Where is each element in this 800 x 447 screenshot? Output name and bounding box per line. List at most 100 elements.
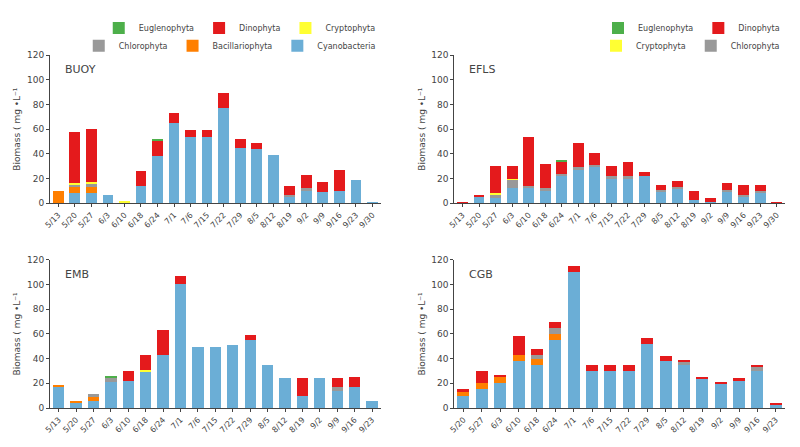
svg-text:5/13: 5/13 [43,211,62,230]
svg-text:9/2: 9/2 [699,211,714,226]
svg-text:5/27: 5/27 [481,211,500,230]
svg-text:EMB: EMB [65,268,89,281]
svg-text:8/19: 8/19 [275,211,294,230]
svg-text:8/12: 8/12 [258,211,277,230]
svg-text:Euglenophyta: Euglenophyta [638,24,693,33]
svg-text:EFLS: EFLS [469,63,495,76]
svg-text:6/24: 6/24 [540,415,559,434]
svg-text:120: 120 [27,255,44,265]
svg-text:6/10: 6/10 [110,211,129,230]
svg-text:100: 100 [27,280,44,290]
svg-text:5/20: 5/20 [464,211,483,230]
svg-text:7/22: 7/22 [613,211,632,230]
svg-text:7/15: 7/15 [597,211,616,230]
svg-text:9/23: 9/23 [745,211,764,230]
svg-text:5/13: 5/13 [448,211,467,230]
svg-text:Biomass ( mg •L⁻¹: Biomass ( mg •L⁻¹ [417,87,427,170]
svg-text:60: 60 [33,124,45,134]
svg-text:40: 40 [437,149,449,159]
svg-text:6/10: 6/10 [514,211,533,230]
svg-text:120: 120 [431,50,448,60]
svg-text:5/20: 5/20 [60,211,79,230]
svg-text:9/2: 9/2 [295,211,310,226]
svg-text:6/24: 6/24 [143,211,162,230]
svg-text:Dinophyta: Dinophyta [738,24,779,33]
svg-text:7/22: 7/22 [614,415,633,434]
svg-text:6/18: 6/18 [131,415,150,434]
svg-text:8/5: 8/5 [245,211,260,226]
svg-text:6/3: 6/3 [100,415,115,430]
svg-text:Cryptophyta: Cryptophyta [325,24,375,33]
svg-text:8/5: 8/5 [650,211,665,226]
svg-text:9/30: 9/30 [358,211,377,230]
svg-text:0: 0 [38,198,44,208]
svg-text:7/15: 7/15 [201,415,220,434]
svg-text:6/3: 6/3 [97,211,112,226]
svg-text:Biomass ( mg •L⁻¹: Biomass ( mg •L⁻¹ [12,87,22,170]
svg-text:5/27: 5/27 [77,211,96,230]
svg-text:8/5: 8/5 [654,415,669,430]
svg-text:20: 20 [437,378,449,388]
svg-text:20: 20 [33,378,45,388]
svg-text:BUOY: BUOY [65,63,96,76]
svg-text:0: 0 [443,198,449,208]
svg-text:7/15: 7/15 [596,415,615,434]
svg-text:7/1: 7/1 [567,211,582,226]
svg-text:8/12: 8/12 [669,415,688,434]
svg-text:80: 80 [437,304,449,314]
svg-text:80: 80 [33,304,45,314]
svg-text:9/9: 9/9 [728,415,743,430]
svg-text:6/3: 6/3 [489,415,504,430]
svg-text:Biomass ( mg •L⁻¹: Biomass ( mg •L⁻¹ [12,292,22,375]
svg-text:9/2: 9/2 [309,415,324,430]
svg-text:120: 120 [431,255,448,265]
svg-text:100: 100 [431,280,448,290]
svg-text:9/23: 9/23 [357,415,376,434]
svg-text:Cyanobacteria: Cyanobacteria [317,42,375,51]
svg-text:7/1: 7/1 [169,415,184,430]
svg-text:40: 40 [437,354,449,364]
svg-text:5/20: 5/20 [449,415,468,434]
svg-text:6/18: 6/18 [126,211,145,230]
svg-text:7/22: 7/22 [218,415,237,434]
svg-text:60: 60 [437,329,449,339]
svg-text:7/29: 7/29 [235,415,254,434]
svg-text:7/29: 7/29 [630,211,649,230]
svg-text:80: 80 [437,100,449,110]
svg-text:120: 120 [27,50,44,60]
svg-text:9/30: 9/30 [762,211,781,230]
svg-text:7/22: 7/22 [209,211,228,230]
svg-text:6/24: 6/24 [547,211,566,230]
svg-text:Cryptophyta: Cryptophyta [636,42,686,51]
svg-text:5/27: 5/27 [79,415,98,434]
svg-text:7/6: 7/6 [187,415,202,430]
svg-text:Chlorophyta: Chlorophyta [731,42,780,51]
svg-text:Biomass ( mg •L⁻¹: Biomass ( mg •L⁻¹ [417,292,427,375]
svg-text:Bacillariophyta: Bacillariophyta [213,42,273,51]
svg-text:Dinophyta: Dinophyta [239,24,280,33]
svg-text:7/1: 7/1 [163,211,178,226]
svg-text:7/29: 7/29 [225,211,244,230]
svg-text:9/9: 9/9 [326,415,341,430]
svg-text:7/6: 7/6 [581,415,596,430]
svg-text:6/10: 6/10 [114,415,133,434]
svg-text:20: 20 [33,174,45,184]
svg-text:40: 40 [33,354,45,364]
svg-text:5/27: 5/27 [467,415,486,434]
svg-text:8/19: 8/19 [288,415,307,434]
svg-text:0: 0 [38,403,44,413]
svg-text:20: 20 [437,174,449,184]
svg-text:9/23: 9/23 [341,211,360,230]
svg-text:60: 60 [437,124,449,134]
svg-text:8/12: 8/12 [270,415,289,434]
svg-text:7/15: 7/15 [192,211,211,230]
svg-text:6/3: 6/3 [501,211,516,226]
svg-text:9/16: 9/16 [325,211,344,230]
svg-text:7/1: 7/1 [562,415,577,430]
svg-text:9/2: 9/2 [709,415,724,430]
svg-text:60: 60 [33,329,45,339]
svg-text:9/16: 9/16 [340,415,359,434]
svg-text:8/5: 8/5 [256,415,271,430]
svg-text:9/9: 9/9 [312,211,327,226]
svg-text:5/20: 5/20 [61,415,80,434]
